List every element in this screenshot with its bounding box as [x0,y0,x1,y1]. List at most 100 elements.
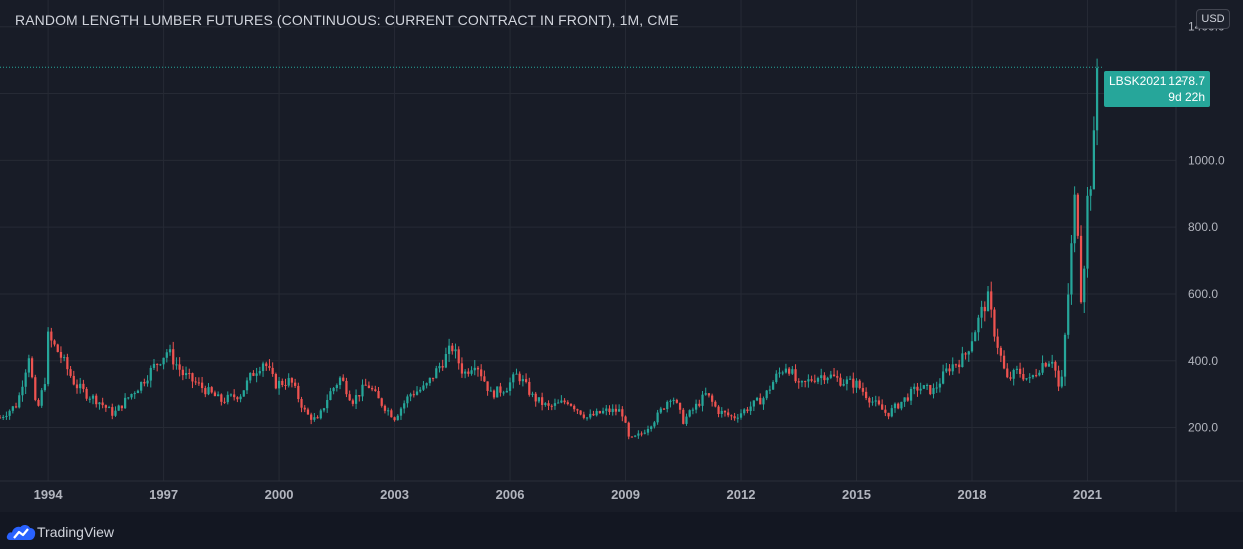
candle-body [746,409,749,412]
candle-body [890,408,893,417]
candle-body [1070,243,1073,295]
tradingview-cloud-logo-icon[interactable] [6,521,36,543]
candle-body [547,403,550,406]
candle-body [438,366,441,369]
x-tick-label: 1997 [149,487,178,502]
candle-body [419,389,422,392]
candle-body [938,383,942,388]
candle-body [961,353,964,368]
candle-body [1006,368,1009,378]
candle-body [451,345,454,352]
candle-body [290,378,294,383]
candle-body [993,309,996,337]
candle-body [797,381,800,383]
candle-body [781,372,784,374]
candle-body [958,364,961,368]
candle-body [573,405,576,410]
time-axis[interactable]: 1994 1997 2000 2003 2006 2009 2012 2015 2018 2021 [34,487,1102,502]
candle-body [1038,372,1041,376]
candle-body [714,401,717,407]
candle-body [650,426,653,429]
tradingview-brand-name[interactable]: TradingView [37,524,115,540]
candle-body [383,405,387,411]
candle-body [935,387,938,389]
candle-body [409,394,412,397]
candle-body [172,349,175,365]
candle-body [778,372,781,374]
candle-body [130,393,133,398]
candle-body [868,398,871,403]
candle-body [133,393,136,395]
candle-body [428,377,431,384]
candle-body [441,366,444,368]
candle-body [358,395,361,397]
candle-body [143,381,146,384]
candle-body [181,369,184,376]
candle-body [53,340,56,345]
candle-body [111,407,114,416]
candle-body [399,408,403,416]
candle-body [768,389,772,391]
candle-body [1015,368,1019,370]
candle-body [820,375,823,379]
candle-body [887,412,890,417]
candle-body [823,375,826,381]
candle-body [541,397,544,405]
candle-body [162,357,165,365]
candle-body [454,349,457,352]
candle-body [66,357,69,370]
candle-body [1041,363,1044,373]
candle-body [127,397,130,399]
candle-body [1060,376,1063,387]
candle-body [941,371,945,384]
candle-body [791,369,794,374]
candle-body [473,367,476,371]
candle-body [492,390,496,398]
candle-body [560,400,563,403]
candle-body [184,373,188,376]
candle-body [120,405,124,409]
candle-body [1079,235,1083,303]
candle-body [512,374,515,383]
candle-body [881,404,884,410]
candle-body [464,371,467,374]
y-tick-label: 400.0 [1188,354,1218,368]
candle-body [499,386,502,393]
candle-body [43,384,47,391]
candle-body [919,388,922,391]
candle-body [874,400,877,402]
candle-body [861,388,865,392]
candle-body [711,395,714,402]
candle-body [21,386,24,396]
candle-body [897,403,900,409]
candle-body [1063,334,1067,377]
candle-body [313,417,316,420]
candle-body [842,383,845,386]
candle-body [505,390,508,393]
candle-body [974,332,977,342]
candle-body [759,397,762,405]
candle-body [598,411,601,414]
candle-body [1031,375,1035,378]
candle-body [508,382,512,391]
candle-body [194,381,197,383]
candle-body [611,408,614,413]
candle-body [605,408,608,411]
candle-body [816,378,820,382]
candle-body [576,409,579,411]
x-tick-label: 2018 [958,487,987,502]
candle-body [845,379,848,384]
candle-body [903,397,906,402]
candle-body [364,384,367,386]
candle-body [678,402,682,410]
candle-body [582,414,585,418]
candle-body [361,384,364,397]
currency-button[interactable]: USD [1196,9,1230,29]
candle-body [945,368,948,372]
candle-body [813,380,816,382]
candle-body [319,410,322,419]
price-tag-symbol: LBSK2021 [1109,74,1167,88]
